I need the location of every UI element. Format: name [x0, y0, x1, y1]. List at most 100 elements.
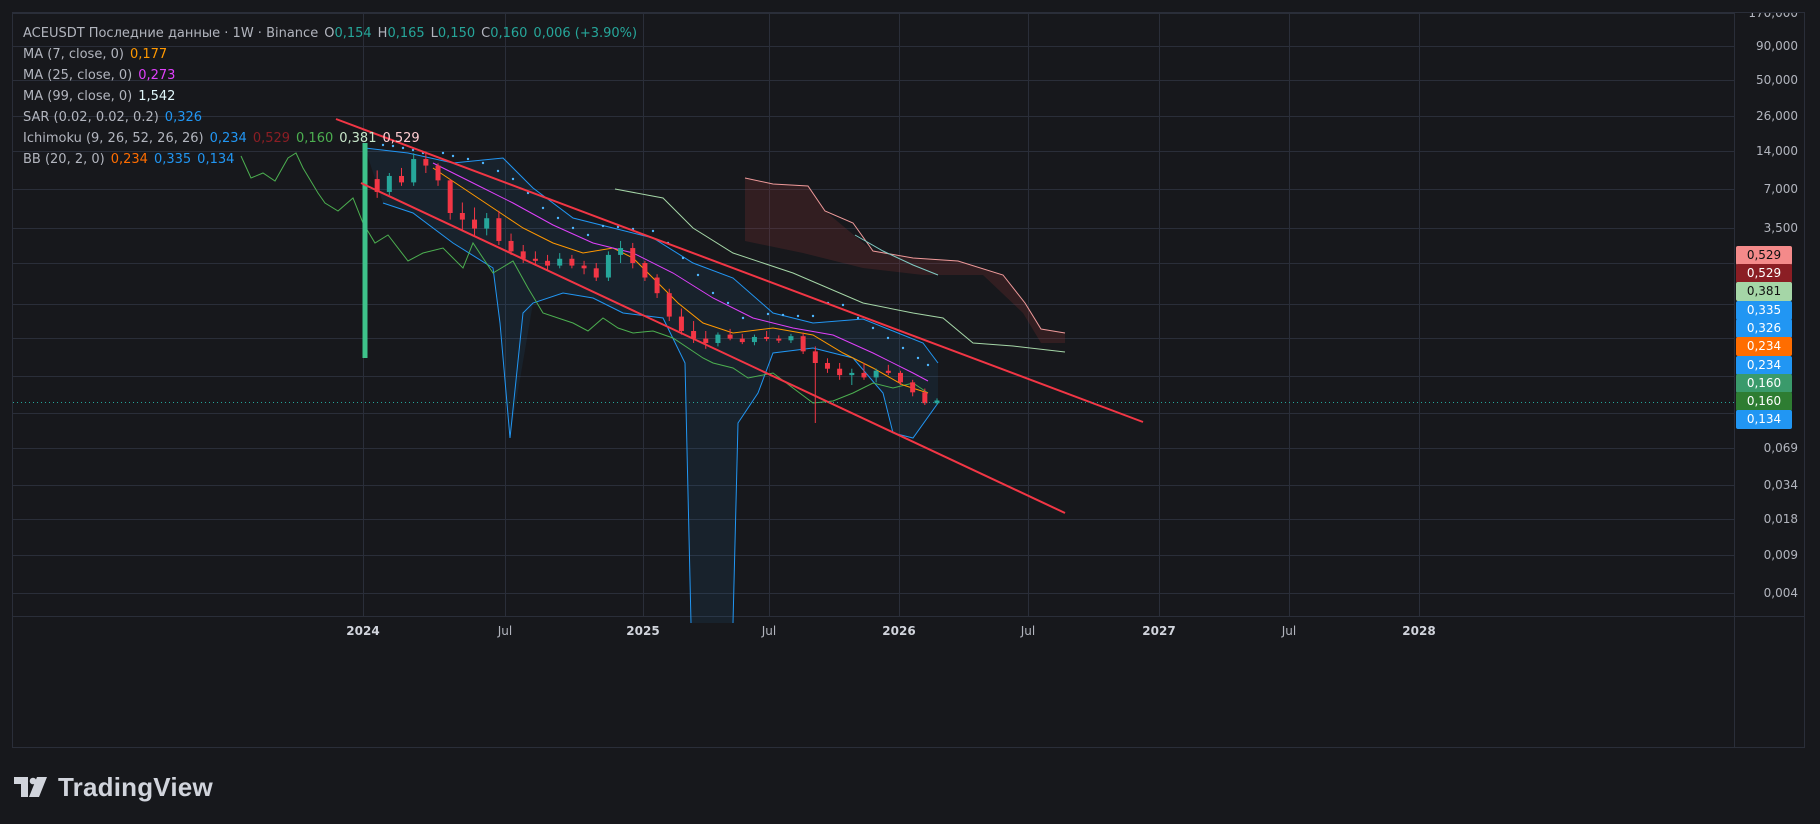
candle-body — [812, 351, 818, 363]
candle-body — [545, 260, 551, 266]
candle-body — [569, 258, 575, 266]
candle-body — [666, 293, 672, 317]
trendline-upper — [335, 118, 1144, 423]
sar-dot — [411, 148, 415, 152]
ichimoku-cloud-red — [745, 178, 1065, 343]
sar-dot — [871, 326, 875, 330]
candle-body — [399, 175, 405, 183]
time-axis-label: Jul — [1020, 624, 1035, 638]
price-tag: 0,529 — [1736, 264, 1792, 283]
price-axis-label: 0,018 — [1764, 512, 1798, 526]
bollinger-upper — [364, 147, 939, 364]
candle-body — [824, 363, 830, 369]
sar-dot — [466, 157, 470, 161]
price-tag: 0,529 — [1736, 246, 1792, 265]
candle-body — [654, 277, 660, 294]
price-axis-label: 50,000 — [1756, 73, 1798, 87]
ma7-line — [432, 167, 929, 394]
candle-body — [496, 218, 502, 241]
candle-body — [800, 336, 806, 352]
price-axis-label: 26,000 — [1756, 109, 1798, 123]
candle-body — [520, 251, 526, 259]
candle-body — [897, 372, 903, 383]
candle-body — [691, 331, 697, 339]
sar-dot — [481, 161, 485, 165]
candle-body — [484, 218, 490, 229]
sar-dot — [556, 216, 560, 220]
time-axis-label: Jul — [497, 624, 512, 638]
price-axis: 170,000 90,000 50,000 26,000 14,000 7,000 3,50… — [1748, 13, 1798, 600]
price-chart[interactable]: 170,000 90,000 50,000 26,000 14,000 7,000 3,50… — [13, 13, 1805, 748]
candle-body — [472, 219, 478, 229]
sar-dot — [886, 336, 890, 340]
bollinger-lower-a — [382, 202, 692, 624]
sar-dot — [766, 312, 770, 316]
sar-dot — [511, 177, 515, 181]
sar-dot — [451, 154, 455, 158]
candle-body — [435, 165, 441, 181]
price-tag: 0,326 — [1736, 319, 1792, 338]
candle-body — [532, 258, 538, 261]
price-axis-label: 3,500 — [1764, 221, 1798, 235]
time-axis-label: Jul — [1281, 624, 1296, 638]
candle-body — [715, 334, 721, 343]
candle-body — [861, 372, 867, 378]
candle-body — [618, 248, 624, 255]
candle-body — [508, 240, 514, 252]
candle-body — [739, 338, 745, 343]
price-tag: 0,160 — [1736, 374, 1792, 393]
bollinger-lower-b — [732, 347, 939, 624]
candle-body — [386, 175, 392, 192]
candle-body — [922, 392, 928, 404]
sar-dot — [811, 314, 815, 318]
sar-dot — [696, 273, 700, 277]
candle-body — [447, 180, 453, 213]
sar-dot — [496, 169, 500, 173]
candle-body — [776, 338, 782, 341]
candle-body — [727, 334, 733, 339]
sar-dot — [726, 301, 730, 305]
ichimoku-base-line-future — [854, 234, 939, 276]
chart-frame[interactable]: 170,000 90,000 50,000 26,000 14,000 7,000 3,50… — [12, 12, 1805, 748]
candle-body — [788, 336, 794, 341]
price-axis-label: 90,000 — [1756, 39, 1798, 53]
sar-dot — [441, 151, 445, 155]
sar-dot — [616, 225, 620, 229]
sar-dot — [381, 143, 385, 147]
candle-body — [764, 336, 770, 339]
candle-body — [374, 179, 380, 192]
trendline-lower — [360, 182, 1066, 514]
candle-body — [605, 254, 611, 278]
time-axis-label: Jul — [761, 624, 776, 638]
price-tag: 0,335 — [1736, 301, 1792, 320]
sar-dot — [856, 316, 860, 320]
price-tag: 0,234 — [1736, 356, 1792, 375]
sar-dot — [926, 363, 930, 367]
candle-body — [934, 400, 940, 404]
sar-dot — [586, 233, 590, 237]
ma25-line — [432, 162, 929, 382]
tradingview-wordmark: TradingView — [58, 771, 213, 802]
candle-body — [411, 159, 417, 183]
price-tag: 0,160 — [1736, 392, 1792, 411]
sar-dot — [401, 146, 405, 150]
price-axis-label: 0,069 — [1764, 441, 1798, 455]
candle-body — [849, 372, 855, 376]
price-axis-label: 0,034 — [1764, 478, 1798, 492]
tradingview-branding[interactable]: TradingView — [14, 770, 213, 804]
sar-dot — [681, 256, 685, 260]
price-tag: 0,234 — [1736, 337, 1792, 356]
sar-dot — [781, 313, 785, 317]
time-axis-label: 2024 — [346, 624, 379, 638]
price-tag: 0,134 — [1736, 410, 1792, 429]
candle-body — [423, 159, 429, 166]
sar-dot — [916, 356, 920, 360]
sar-dot — [651, 229, 655, 233]
sar-dot — [901, 346, 905, 350]
candle-body — [459, 213, 465, 220]
candle-body — [703, 338, 709, 343]
sar-dot — [391, 144, 395, 148]
candle-body — [557, 258, 563, 266]
candle-body — [678, 316, 684, 331]
time-axis-label: 2025 — [626, 624, 659, 638]
